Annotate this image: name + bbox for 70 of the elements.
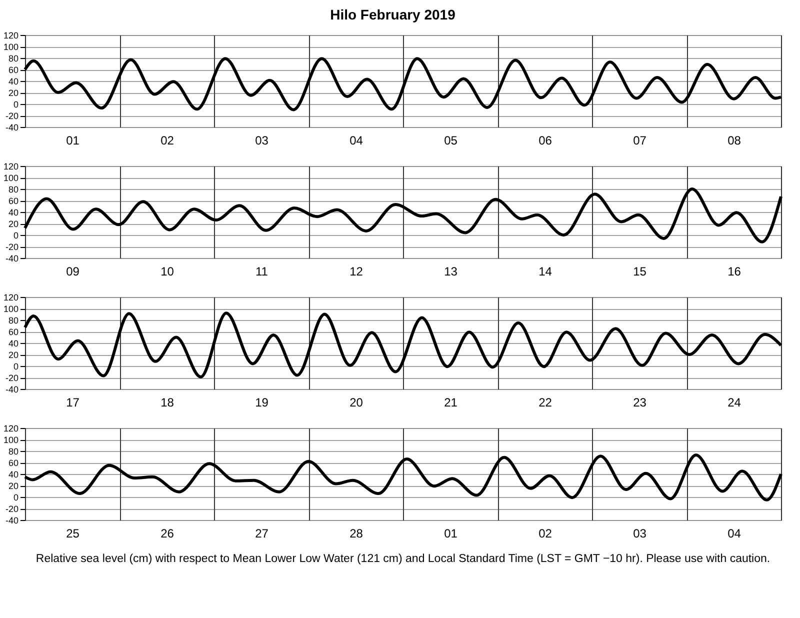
- y-tick-label: 120: [3, 292, 18, 302]
- y-tick-label: 120: [3, 424, 18, 434]
- x-tick-label: 04: [350, 134, 364, 148]
- x-tick-label: 01: [444, 526, 458, 540]
- y-tick-label: 100: [3, 173, 18, 183]
- x-tick-label: 14: [538, 264, 552, 278]
- x-tick-label: 02: [538, 526, 552, 540]
- x-tick-label: 02: [160, 134, 174, 148]
- x-tick-label: 28: [350, 526, 364, 540]
- x-tick-label: 15: [633, 264, 647, 278]
- y-tick-label: 0: [13, 100, 18, 110]
- x-tick-label: 20: [350, 396, 364, 410]
- y-tick-label: 80: [8, 184, 18, 194]
- y-tick-label: 40: [8, 470, 18, 480]
- x-tick-label: 03: [633, 526, 647, 540]
- x-tick-label: 06: [538, 134, 552, 148]
- y-tick-label: -40: [5, 516, 18, 526]
- x-tick-label: 19: [255, 396, 269, 410]
- x-tick-label: 25: [66, 526, 80, 540]
- y-tick-label: 0: [13, 230, 18, 240]
- y-tick-label: 60: [8, 458, 18, 468]
- y-tick-label: 100: [3, 304, 18, 314]
- x-tick-label: 21: [444, 396, 458, 410]
- y-tick-label: 80: [8, 54, 18, 64]
- y-tick-label: 40: [8, 208, 18, 218]
- x-tick-label: 03: [255, 134, 269, 148]
- x-tick-label: 18: [160, 396, 174, 410]
- x-tick-label: 12: [350, 264, 364, 278]
- y-tick-label: 80: [8, 446, 18, 456]
- x-tick-label: 13: [444, 264, 458, 278]
- x-tick-label: 09: [66, 264, 80, 278]
- y-tick-label: 60: [8, 196, 18, 206]
- y-tick-label: 20: [8, 219, 18, 229]
- y-tick-label: -20: [5, 242, 18, 252]
- y-tick-label: -20: [5, 111, 18, 121]
- x-tick-label: 08: [728, 134, 742, 148]
- x-tick-label: 01: [66, 134, 80, 148]
- y-tick-label: -40: [5, 384, 18, 394]
- x-tick-label: 11: [256, 264, 268, 278]
- y-tick-label: -20: [5, 373, 18, 383]
- x-tick-label: 24: [728, 396, 742, 410]
- y-tick-label: 20: [8, 350, 18, 360]
- y-tick-label: 100: [3, 435, 18, 445]
- y-tick-label: 40: [8, 338, 18, 348]
- x-tick-label: 07: [633, 134, 647, 148]
- y-tick-label: 120: [3, 162, 18, 172]
- x-tick-label: 17: [66, 396, 80, 410]
- x-tick-label: 22: [538, 396, 552, 410]
- x-tick-label: 23: [633, 396, 647, 410]
- x-tick-label: 05: [444, 134, 458, 148]
- text: Relative sea level (cm) with respect to Mean Lower Low Water (121 cm) and Local Standard Time (LST = GMT −10 hr). Please use with caution.: [36, 553, 770, 565]
- y-tick-label: -40: [5, 254, 18, 264]
- y-tick-label: -20: [5, 504, 18, 514]
- y-tick-label: 80: [8, 316, 18, 326]
- x-tick-label: 10: [160, 264, 174, 278]
- x-tick-label: 04: [728, 526, 742, 540]
- x-tick-label: 16: [728, 264, 742, 278]
- chart-title: Hilo February 2019: [330, 6, 456, 22]
- y-tick-label: 20: [8, 481, 18, 491]
- y-tick-label: 0: [13, 492, 18, 502]
- y-tick-label: 20: [8, 88, 18, 98]
- y-tick-label: 100: [3, 42, 18, 52]
- x-tick-label: 26: [160, 526, 174, 540]
- y-tick-label: 60: [8, 327, 18, 337]
- y-tick-label: -40: [5, 122, 18, 132]
- x-tick-label: 27: [255, 526, 269, 540]
- y-tick-label: 40: [8, 76, 18, 86]
- y-tick-label: 120: [3, 30, 18, 40]
- y-tick-label: 60: [8, 65, 18, 75]
- y-tick-label: 0: [13, 362, 18, 372]
